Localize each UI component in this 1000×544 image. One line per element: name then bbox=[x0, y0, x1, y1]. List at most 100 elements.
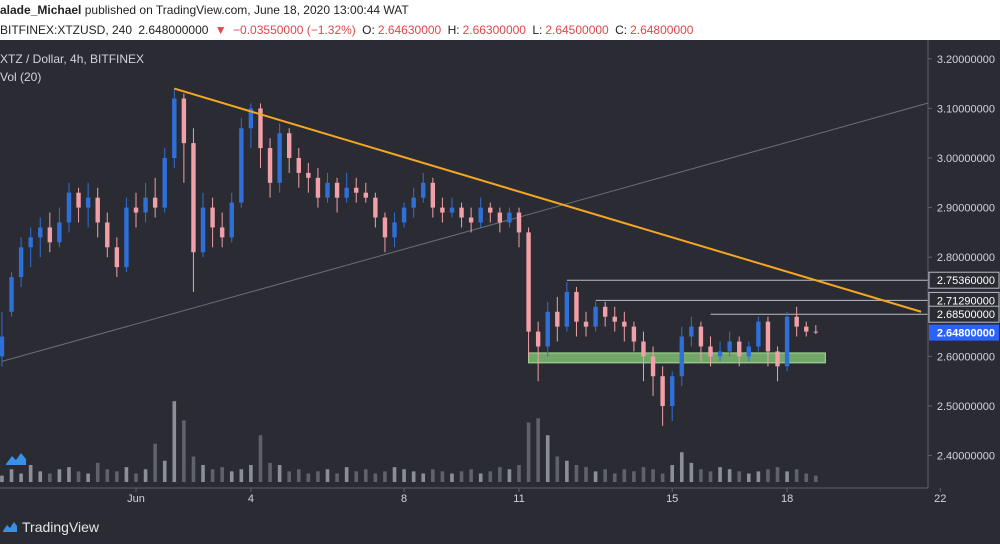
candle-body[interactable] bbox=[382, 217, 388, 238]
candle-body[interactable] bbox=[535, 331, 541, 347]
candle-body[interactable] bbox=[210, 207, 215, 228]
candle-body[interactable] bbox=[737, 341, 742, 357]
candle-body[interactable] bbox=[497, 212, 503, 223]
candle-body[interactable] bbox=[679, 336, 684, 377]
candle-body[interactable] bbox=[468, 217, 474, 223]
candle-body[interactable] bbox=[325, 182, 330, 198]
candle-body[interactable] bbox=[373, 197, 378, 218]
candle-body[interactable] bbox=[296, 158, 301, 173]
candle-body[interactable] bbox=[229, 202, 234, 238]
candle-body[interactable] bbox=[200, 207, 206, 253]
candle-body[interactable] bbox=[727, 341, 732, 352]
candle-body[interactable] bbox=[219, 227, 225, 238]
candle-body[interactable] bbox=[488, 207, 493, 213]
symbol-label[interactable]: BITFINEX:XTZUSD, 240 bbox=[0, 23, 133, 37]
candle-body[interactable] bbox=[564, 291, 570, 327]
candle-body[interactable] bbox=[459, 207, 464, 218]
level-price-label: 2.71290000 bbox=[937, 295, 995, 307]
candle-body[interactable] bbox=[631, 326, 637, 342]
price-chart[interactable]: 3.20000000 3.10000000 3.00000000 2.90000000… bbox=[0, 40, 1000, 512]
candle-body[interactable] bbox=[334, 182, 340, 198]
candle-body[interactable] bbox=[66, 192, 72, 223]
candle-body[interactable] bbox=[555, 311, 560, 327]
candle-body[interactable] bbox=[0, 336, 5, 357]
volume-bar bbox=[450, 473, 454, 482]
candle-body[interactable] bbox=[143, 197, 148, 213]
candle-body[interactable] bbox=[38, 227, 43, 238]
candle-body[interactable] bbox=[612, 316, 617, 322]
candle-body[interactable] bbox=[162, 158, 167, 208]
descending-trendline[interactable] bbox=[174, 87, 922, 313]
candle-body[interactable] bbox=[765, 321, 771, 352]
author-name[interactable]: alade_Michael bbox=[0, 3, 82, 17]
candle-body[interactable] bbox=[28, 237, 33, 248]
candle-body[interactable] bbox=[57, 222, 62, 243]
candle-body[interactable] bbox=[191, 143, 196, 253]
candle-body[interactable] bbox=[411, 197, 416, 208]
candle-body[interactable] bbox=[641, 341, 646, 357]
candle-body[interactable] bbox=[708, 346, 713, 357]
volume-bar bbox=[660, 473, 665, 482]
candle-body[interactable] bbox=[124, 207, 129, 268]
candle-body[interactable] bbox=[152, 197, 158, 208]
candle-body[interactable] bbox=[449, 207, 455, 213]
candle-body[interactable] bbox=[181, 98, 187, 144]
candle-body[interactable] bbox=[813, 331, 819, 333]
candle-body[interactable] bbox=[698, 326, 704, 347]
volume-bar bbox=[641, 467, 646, 482]
candle-body[interactable] bbox=[717, 351, 723, 357]
candle-body[interactable] bbox=[440, 207, 445, 213]
support-zone[interactable] bbox=[528, 352, 826, 364]
candle-body[interactable] bbox=[756, 321, 761, 347]
candle-body[interactable] bbox=[287, 133, 292, 158]
candle-body[interactable] bbox=[239, 128, 244, 203]
candle-body[interactable] bbox=[172, 98, 177, 158]
candle-body[interactable] bbox=[602, 306, 608, 317]
candle-body[interactable] bbox=[574, 291, 579, 322]
candle-body[interactable] bbox=[670, 376, 675, 406]
candle-body[interactable] bbox=[526, 232, 531, 332]
published-info: published on TradingView.com, June 18, 2… bbox=[84, 3, 409, 17]
candle-body[interactable] bbox=[85, 197, 91, 208]
candle-body[interactable] bbox=[545, 311, 550, 347]
candle-body[interactable] bbox=[775, 351, 780, 367]
candle-body[interactable] bbox=[804, 326, 809, 332]
candle-body[interactable] bbox=[516, 212, 522, 233]
candle-body[interactable] bbox=[650, 356, 656, 377]
candle-body[interactable] bbox=[354, 187, 359, 193]
candle-body[interactable] bbox=[315, 177, 321, 198]
candle-body[interactable] bbox=[689, 326, 694, 337]
candle-body[interactable] bbox=[746, 346, 751, 357]
x-tick-label: 15 bbox=[666, 493, 678, 505]
candle-body[interactable] bbox=[363, 192, 368, 198]
candle-body[interactable] bbox=[430, 182, 436, 208]
candle-body[interactable] bbox=[583, 321, 589, 327]
symbol-info-bar: BITFINEX:XTZUSD, 240 2.648000000 ▼ −0.03… bbox=[0, 20, 1000, 40]
candle-body[interactable] bbox=[95, 197, 100, 223]
candle-body[interactable] bbox=[478, 207, 483, 223]
candle-body[interactable] bbox=[392, 222, 397, 238]
candle-body[interactable] bbox=[47, 227, 53, 243]
volume-bar bbox=[431, 469, 435, 482]
candle-body[interactable] bbox=[784, 316, 790, 367]
candle-body[interactable] bbox=[401, 207, 407, 223]
candle-body[interactable] bbox=[9, 277, 14, 312]
candle-body[interactable] bbox=[267, 148, 273, 183]
candle-body[interactable] bbox=[794, 316, 799, 327]
candle-body[interactable] bbox=[277, 133, 282, 183]
candle-body[interactable] bbox=[622, 321, 627, 327]
candle-body[interactable] bbox=[421, 182, 426, 198]
candle-body[interactable] bbox=[258, 108, 263, 149]
candle-body[interactable] bbox=[344, 187, 349, 198]
candle-body[interactable] bbox=[105, 222, 110, 248]
candle-body[interactable] bbox=[660, 376, 665, 406]
candle-body[interactable] bbox=[114, 247, 120, 268]
candle-body[interactable] bbox=[593, 306, 598, 327]
candle-body[interactable] bbox=[76, 192, 81, 208]
candle-body[interactable] bbox=[507, 212, 512, 223]
candle-body[interactable] bbox=[248, 108, 254, 129]
candle-body[interactable] bbox=[133, 207, 139, 213]
candle-body[interactable] bbox=[306, 172, 311, 178]
candle-body[interactable] bbox=[18, 247, 24, 278]
close-value: 2.64800000 bbox=[630, 23, 694, 37]
